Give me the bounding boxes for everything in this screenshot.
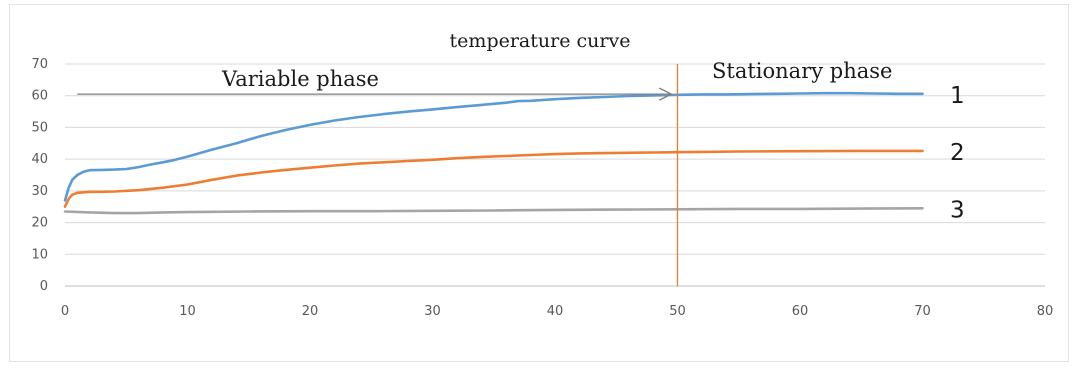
x-tick-label: 70 — [914, 304, 931, 319]
x-tick-label: 60 — [792, 304, 809, 319]
series-line-1 — [63, 91, 924, 202]
x-tick-label: 10 — [179, 304, 196, 319]
x-tick-label: 80 — [1037, 304, 1054, 319]
y-tick-label: 60 — [31, 89, 48, 104]
y-tick-label: 20 — [31, 216, 48, 231]
x-axis-ticks: 0 10 20 30 40 50 60 70 80 — [61, 304, 1053, 319]
phase-arrow-head — [659, 87, 673, 101]
series-line-2 — [63, 149, 924, 208]
x-tick-label: 40 — [547, 304, 564, 319]
series-label-2: 2 — [950, 140, 965, 166]
series-labels: 1 2 3 — [950, 83, 965, 223]
y-tick-label: 40 — [31, 152, 48, 167]
y-tick-label: 70 — [31, 57, 48, 72]
series-lines — [63, 91, 924, 215]
phase-annotations: Variable phase Stationary phase — [77, 59, 892, 286]
x-tick-label: 0 — [61, 304, 69, 319]
x-tick-label: 30 — [424, 304, 441, 319]
series-label-1: 1 — [950, 83, 965, 109]
chart-title: temperature curve — [450, 30, 631, 52]
series-label-3: 3 — [950, 197, 965, 223]
y-axis-ticks: 0 10 20 30 40 50 60 70 — [31, 57, 48, 294]
gridlines — [65, 63, 1045, 287]
variable-phase-label: Variable phase — [221, 67, 379, 91]
x-tick-label: 50 — [669, 304, 686, 319]
x-tick-label: 20 — [302, 304, 319, 319]
y-tick-label: 50 — [31, 120, 48, 135]
y-tick-label: 30 — [31, 184, 48, 199]
y-tick-label: 10 — [31, 247, 48, 262]
stationary-phase-label: Stationary phase — [712, 59, 892, 83]
series-line-3 — [63, 207, 924, 215]
y-tick-label: 0 — [40, 279, 48, 294]
